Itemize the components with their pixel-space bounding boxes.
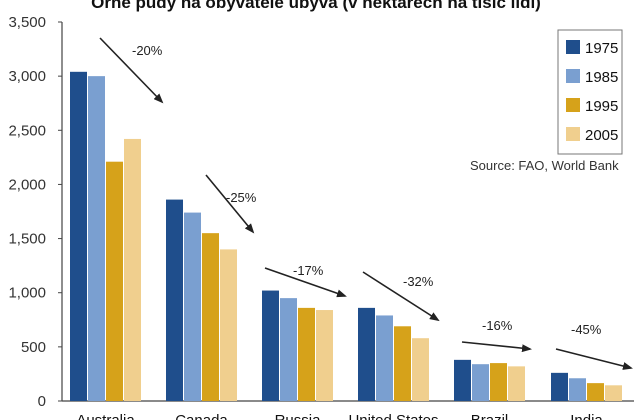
bar-1995-india (587, 383, 604, 401)
change-annotation: -17% (293, 263, 324, 278)
bar-1995-australia (106, 161, 123, 401)
chart-title: Orné půdy na obyvatele ubývá (v hektarec… (91, 0, 541, 12)
legend-swatch-1975 (566, 40, 580, 54)
trend-arrow (205, 174, 255, 234)
bar-1995-russia (298, 307, 315, 401)
trend-annotations: -20% -25% -17% -32% -16% -45% (99, 37, 633, 370)
legend-label-2005: 2005 (585, 127, 618, 144)
bar-1975-india (551, 372, 568, 401)
legend-label-1995: 1995 (585, 98, 618, 115)
x-tick-label: Brazil (471, 412, 509, 420)
bar-1985-india (569, 378, 586, 401)
y-tick-label: 3,500 (8, 14, 46, 31)
x-tick-label: India (570, 412, 603, 420)
trend-arrow (264, 267, 347, 298)
source-note: Source: FAO, World Bank (470, 158, 619, 173)
legend-label-1975: 1975 (585, 40, 618, 57)
bar-1995-canada (202, 233, 219, 401)
x-tick-label: Russia (275, 412, 322, 420)
bar-2005-india (605, 385, 622, 401)
bar-1985-russia (280, 298, 297, 401)
legend: 1975 1985 1995 2005 (557, 29, 623, 155)
bar-2005-canada (220, 249, 237, 401)
change-annotation: -20% (132, 43, 163, 58)
bar-2005-brazil (508, 366, 525, 401)
x-tick-label: Australia (76, 412, 135, 420)
bar-1985-united-states (376, 315, 393, 401)
bar-1975-brazil (454, 359, 471, 401)
bar-1975-australia (70, 71, 87, 401)
legend-swatch-2005 (566, 127, 580, 141)
y-tick-label: 0 (38, 393, 46, 410)
trend-arrow (555, 348, 633, 370)
y-tick-label: 2,000 (8, 176, 46, 193)
y-axis: 0 500 1,000 1,500 2,000 2,500 3,000 3,500 (8, 14, 634, 410)
bar-1975-russia (262, 290, 279, 401)
bar-2005-russia (316, 310, 333, 401)
bars (70, 71, 622, 402)
change-annotation: -45% (571, 322, 602, 337)
legend-swatch-1985 (566, 69, 580, 83)
trend-arrow (461, 341, 532, 353)
bar-2005-australia (124, 138, 141, 401)
change-annotation: -16% (482, 318, 513, 333)
x-tick-label: Canada (175, 412, 228, 420)
x-axis-labels: Australia Canada Russia United States Brazil… (76, 412, 603, 420)
bar-1985-canada (184, 212, 201, 401)
bar-1975-united-states (358, 307, 375, 401)
bar-2005-united-states (412, 338, 429, 401)
y-tick-label: 1,500 (8, 231, 46, 248)
legend-swatch-1995 (566, 98, 580, 112)
bar-1995-united-states (394, 326, 411, 401)
y-tick-label: 500 (21, 339, 46, 356)
trend-arrow (362, 271, 440, 322)
x-tick-label: United States (348, 412, 438, 420)
bar-1995-brazil (490, 363, 507, 401)
bar-1975-canada (166, 199, 183, 401)
y-tick-label: 1,000 (8, 285, 46, 302)
y-tick-label: 2,500 (8, 122, 46, 139)
change-annotation: -32% (403, 274, 434, 289)
legend-label-1985: 1985 (585, 69, 618, 86)
trend-arrow (99, 37, 164, 104)
y-tick-label: 3,000 (8, 68, 46, 85)
change-annotation: -25% (226, 190, 257, 205)
bar-1985-australia (88, 76, 105, 402)
bar-1985-brazil (472, 364, 489, 401)
